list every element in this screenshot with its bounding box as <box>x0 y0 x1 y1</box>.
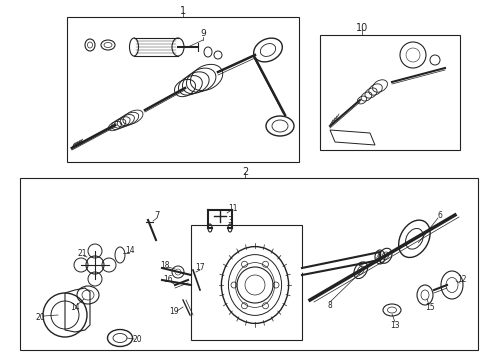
Text: 17: 17 <box>195 262 205 271</box>
Text: 9: 9 <box>200 28 206 37</box>
Text: 13: 13 <box>390 320 400 329</box>
Text: 5: 5 <box>358 264 363 273</box>
Text: 19: 19 <box>169 307 179 316</box>
Bar <box>320 35 460 150</box>
Text: 1: 1 <box>180 6 186 16</box>
Text: 18: 18 <box>160 261 170 270</box>
Text: 8: 8 <box>328 301 332 310</box>
Bar <box>20 178 478 350</box>
Text: 11: 11 <box>228 203 238 212</box>
Text: 12: 12 <box>457 275 467 284</box>
Text: 6: 6 <box>438 211 442 220</box>
Text: 3: 3 <box>227 216 233 225</box>
Text: 21: 21 <box>77 248 87 257</box>
Text: 14: 14 <box>125 246 135 255</box>
Text: 20: 20 <box>35 312 45 321</box>
Text: 14: 14 <box>70 303 80 312</box>
Text: 16: 16 <box>163 275 173 284</box>
Text: 20: 20 <box>132 336 142 345</box>
Text: 10: 10 <box>356 23 368 33</box>
Text: 2: 2 <box>242 167 248 177</box>
Text: 7: 7 <box>154 211 160 220</box>
Text: 4: 4 <box>375 253 380 262</box>
Bar <box>191 225 302 340</box>
Bar <box>67 17 299 162</box>
Text: 15: 15 <box>425 303 435 312</box>
Polygon shape <box>330 130 375 145</box>
